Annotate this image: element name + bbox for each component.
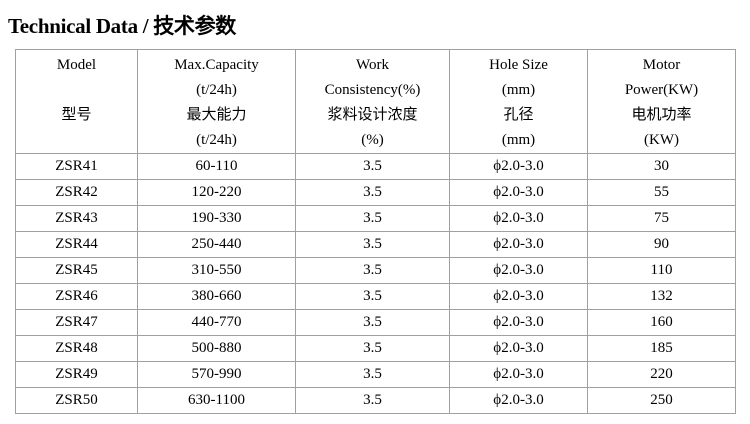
table-cell: ZSR47 [15,309,138,336]
table-body: ZSR41 60-110 3.5 ϕ2.0-3.0 30 ZSR42 120-220 3.5 ϕ… [15,153,736,414]
table-cell: ϕ2.0-3.0 [449,283,588,310]
table-cell: 3.5 [295,335,450,362]
header-text: Hole Size [489,57,548,73]
table-cell: 185 [587,335,736,362]
table-cell: 500-880 [137,335,296,362]
table-cell: 55 [587,179,736,206]
header-text: Max.Capacity [174,57,259,73]
header-cell: Hole Size (mm) 孔径 (mm) [449,49,588,154]
header-cell: Max.Capacity (t/24h) 最大能力 (t/24h) [137,49,296,154]
table-cell: 220 [587,361,736,388]
table-cell: 60-110 [137,153,296,180]
table-cell: 3.5 [295,309,450,336]
header-text: (t/24h) [196,132,237,148]
table-cell: 110 [587,257,736,284]
table-cell: 160 [587,309,736,336]
header-cell: Motor Power(KW) 电机功率 (KW) [587,49,736,154]
header-text: (KW) [644,132,679,148]
table-cell: ZSR44 [15,231,138,258]
table-cell: 310-550 [137,257,296,284]
header-cell: Model 型号 [15,49,138,154]
table-cell: ZSR45 [15,257,138,284]
table-cell: 90 [587,231,736,258]
table-row: ZSR41 60-110 3.5 ϕ2.0-3.0 30 [15,153,736,180]
table-row: ZSR44 250-440 3.5 ϕ2.0-3.0 90 [15,231,736,258]
table-cell: ϕ2.0-3.0 [449,309,588,336]
page-title: Technical Data / 技术参数 [8,14,237,38]
table-cell: 3.5 [295,231,450,258]
header-text: Model [56,57,97,73]
table-cell: 75 [587,205,736,232]
header-text: Motor [642,57,681,73]
spacer [16,128,137,153]
table-cell: 3.5 [295,361,450,388]
header-row: Model 型号 Max.Capacity (t/24h) 最大能力 (t/24h) Wor… [15,49,736,154]
header-text: Power(KW) [624,82,699,98]
table-cell: 3.5 [295,179,450,206]
header-text: 电机功率 [631,107,692,123]
table-cell: ϕ2.0-3.0 [449,387,588,414]
table-cell: ϕ2.0-3.0 [449,153,588,180]
table-cell: 3.5 [295,283,450,310]
header-text: Work [356,57,389,73]
spec-table: Model 型号 Max.Capacity (t/24h) 最大能力 (t/24h) Wor… [15,49,736,414]
table-cell: ZSR41 [15,153,138,180]
header-text: (mm) [501,132,536,148]
table-cell: ZSR48 [15,335,138,362]
table-cell: ϕ2.0-3.0 [449,179,588,206]
table-cell: ZSR49 [15,361,138,388]
table-row: ZSR49 570-990 3.5 ϕ2.0-3.0 220 [15,361,736,388]
table-cell: ϕ2.0-3.0 [449,257,588,284]
table-cell: 3.5 [295,257,450,284]
table-cell: 630-1100 [137,387,296,414]
table-cell: ZSR50 [15,387,138,414]
table-cell: ϕ2.0-3.0 [449,205,588,232]
table-cell: 30 [587,153,736,180]
table-cell: 3.5 [295,205,450,232]
table-row: ZSR43 190-330 3.5 ϕ2.0-3.0 75 [15,205,736,232]
table-cell: 132 [587,283,736,310]
table-cell: ZSR46 [15,283,138,310]
table-cell: ϕ2.0-3.0 [449,361,588,388]
table-cell: ϕ2.0-3.0 [449,231,588,258]
table-cell: 3.5 [295,153,450,180]
table-row: ZSR46 380-660 3.5 ϕ2.0-3.0 132 [15,283,736,310]
table-cell: 3.5 [295,387,450,414]
table-row: ZSR42 120-220 3.5 ϕ2.0-3.0 55 [15,179,736,206]
header-text: (t/24h) [196,82,237,98]
header-text: 孔径 [503,107,534,123]
table-cell: 250-440 [137,231,296,258]
header-text: (mm) [501,82,536,98]
header-cell: Work Consistency(%) 浆料设计浓度 (%) [295,49,450,154]
header-text: Consistency(%) [324,82,421,98]
table-row: ZSR47 440-770 3.5 ϕ2.0-3.0 160 [15,309,736,336]
header-text: 最大能力 [186,107,247,123]
table-cell: ϕ2.0-3.0 [449,335,588,362]
header-text: 浆料设计浓度 [327,107,418,123]
header-text: 型号 [61,107,92,123]
table-cell: 190-330 [137,205,296,232]
header-text: (%) [361,132,384,148]
table-row: ZSR45 310-550 3.5 ϕ2.0-3.0 110 [15,257,736,284]
table-cell: 120-220 [137,179,296,206]
table-cell: 250 [587,387,736,414]
table-cell: 380-660 [137,283,296,310]
table-head: Model 型号 Max.Capacity (t/24h) 最大能力 (t/24h) Wor… [15,49,736,154]
table-cell: ZSR43 [15,205,138,232]
table-row: ZSR48 500-880 3.5 ϕ2.0-3.0 185 [15,335,736,362]
table-cell: 570-990 [137,361,296,388]
table-row: ZSR50 630-1100 3.5 ϕ2.0-3.0 250 [15,387,736,414]
table-cell: 440-770 [137,309,296,336]
table-cell: ZSR42 [15,179,138,206]
spacer [16,78,137,103]
